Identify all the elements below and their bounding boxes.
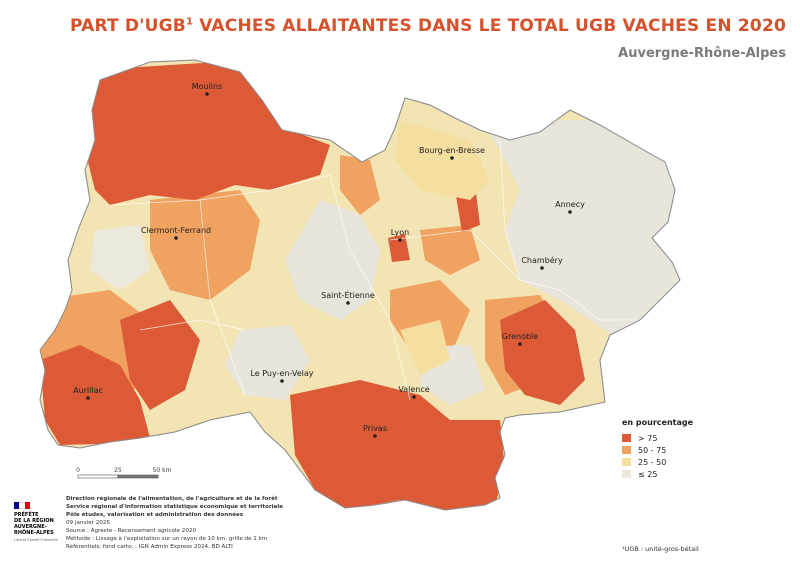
- zone-mid-west: [150, 190, 260, 300]
- source-footer: Direction régionale de l'alimentation, d…: [66, 495, 283, 551]
- city-moulins: Moulins: [192, 82, 223, 96]
- zone-mid-east: [420, 225, 480, 275]
- city-label: Grenoble: [502, 332, 539, 341]
- dept-boundary: [199, 199, 246, 396]
- city-chambery: Chambéry: [521, 255, 563, 270]
- zone-high-lyon: [388, 234, 410, 262]
- region-outline: [39, 59, 681, 511]
- city-label: Aurillac: [73, 386, 103, 395]
- zone-low-vienne: [400, 320, 450, 375]
- logo-line: DE LA RÉGION: [14, 518, 54, 524]
- footer-line: Référentiels, fond carto. : IGN Admin Ex…: [66, 544, 233, 550]
- legend-swatch: [622, 446, 631, 454]
- flag-icon: [14, 502, 30, 509]
- scale-bar: 0 25 50 km: [76, 467, 172, 479]
- zone-lowest-center: [285, 200, 380, 320]
- city-label: Valence: [398, 385, 429, 394]
- zone-high-cantal-2: [120, 300, 200, 410]
- logo-line: AUVERGNE-: [14, 524, 47, 530]
- legend-item: 50 - 75: [622, 444, 693, 456]
- zone-lowest-alps: [480, 120, 680, 340]
- page-title: PART D'UGB1 VACHES ALLAITANTES DANS LE T…: [0, 16, 786, 36]
- city-le-puy-en-velay: Le Puy-en-Velay: [250, 369, 314, 383]
- footer-line: Méthode : Lissage à l'exploitation sur u…: [66, 536, 268, 542]
- dept-boundary: [559, 289, 640, 321]
- zone-high-cantal: [40, 345, 150, 445]
- city-annecy: Annecy: [555, 200, 585, 214]
- legend-title: en pourcentage: [622, 418, 694, 427]
- city-label: Saint-Étienne: [321, 289, 375, 300]
- zone-lowest-puy: [225, 325, 310, 400]
- city-saint-etienne: Saint-Étienne: [321, 289, 375, 305]
- title-main: PART D'UGB: [70, 16, 186, 36]
- footer-line: 09 janvier 2025: [66, 520, 111, 526]
- zone-low-bresse: [395, 120, 490, 200]
- title-footnote-mark: 1: [185, 16, 194, 28]
- zone-high-grenoble: [500, 300, 585, 405]
- dept-boundary: [499, 139, 521, 281]
- city-grenoble: Grenoble: [502, 332, 539, 346]
- city-label: Clermont-Ferrand: [141, 226, 211, 235]
- city-bourg-en-bresse: Bourg-en-Bresse: [419, 146, 485, 160]
- logo-motto: Liberté Égalité Fraternité: [14, 538, 58, 542]
- dept-boundary: [109, 174, 331, 206]
- city-aurillac: Aurillac: [73, 386, 103, 400]
- zone-lowest-clermont: [90, 225, 150, 290]
- city-clermont-ferrand: Clermont-Ferrand: [141, 226, 211, 240]
- dept-boundary: [139, 319, 246, 331]
- footer-line: Pôle études, valorisation et administrat…: [66, 512, 244, 518]
- legend-swatch: [622, 434, 631, 442]
- legend-item: 25 - 50: [622, 456, 693, 468]
- zone-mid-lyon: [340, 155, 380, 215]
- footnote-ugb: ¹UGB : unité-gros-bétail: [622, 545, 699, 553]
- legend-label: ≤ 25: [638, 469, 658, 479]
- footer-line: Service régional d'information statistiq…: [66, 504, 284, 510]
- legend-label: 25 - 50: [638, 457, 667, 467]
- city-privas: Privas: [363, 424, 387, 438]
- footer-line: Source : Agreste - Recensement agricole …: [66, 528, 197, 534]
- city-label: Lyon: [391, 228, 409, 237]
- legend-label: > 75: [638, 433, 658, 443]
- city-valence: Valence: [398, 385, 430, 399]
- prefecture-logo: PRÉFÈTE DE LA RÉGION AUVERGNE- RHÔNE-ALP…: [14, 502, 60, 542]
- legend-label: 50 - 75: [638, 445, 667, 455]
- legend: en pourcentage > 75 50 - 75 25 - 50 ≤ 25: [622, 418, 693, 480]
- dept-boundary: [329, 174, 411, 401]
- scale-tick-label: 50 km: [153, 467, 172, 474]
- scale-tick-label: 25: [114, 467, 122, 474]
- dept-boundary: [389, 229, 561, 291]
- city-label: Chambéry: [521, 255, 563, 265]
- legend-item: ≤ 25: [622, 468, 693, 480]
- legend-swatch: [622, 458, 631, 466]
- city-label: Privas: [363, 424, 387, 433]
- region-subtitle: Auvergne-Rhône-Alpes: [618, 46, 786, 61]
- city-label: Le Puy-en-Velay: [250, 369, 313, 378]
- legend-swatch: [622, 470, 631, 478]
- logo-line: PRÉFÈTE: [14, 512, 39, 518]
- zone-high-ardeche: [290, 380, 505, 510]
- scale-tick-label: 0: [76, 467, 80, 474]
- city-label: Annecy: [555, 200, 585, 209]
- logo-line: RHÔNE-ALPES: [14, 530, 54, 536]
- legend-item: > 75: [622, 432, 693, 444]
- footer-line: Direction régionale de l'alimentation, d…: [66, 496, 278, 502]
- city-label: Bourg-en-Bresse: [419, 146, 485, 155]
- city-lyon: Lyon: [391, 228, 409, 242]
- city-label: Moulins: [192, 82, 223, 91]
- title-rest: VACHES ALLAITANTES DANS LE TOTAL UGB VAC…: [193, 16, 786, 36]
